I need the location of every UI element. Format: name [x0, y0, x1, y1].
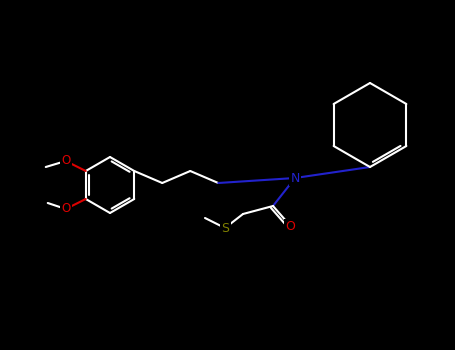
Text: N: N [290, 172, 300, 184]
Text: O: O [61, 154, 71, 168]
Text: O: O [285, 220, 295, 233]
Text: S: S [221, 222, 229, 235]
Text: O: O [61, 203, 71, 216]
